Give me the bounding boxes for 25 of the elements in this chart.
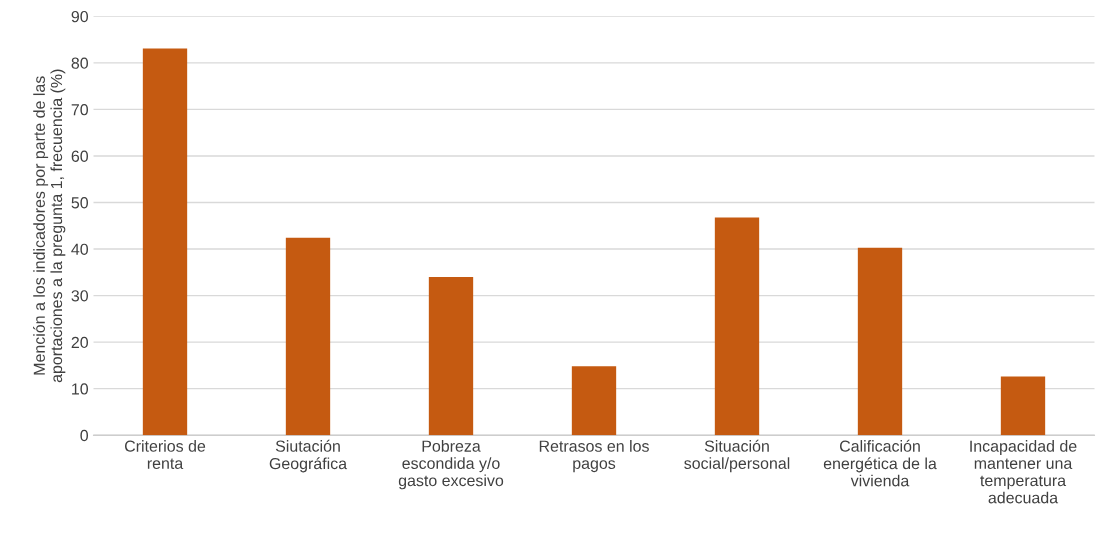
y-tick-label: 20: [71, 336, 89, 349]
x-tick-label: Calificación energética de la vivienda: [823, 439, 937, 487]
bar: [571, 366, 617, 436]
x-tick-label: Incapacidad de mantener una temperatura adecuada: [970, 440, 1077, 504]
x-tick-label: Pobreza escondida y/o gasto excesivo: [398, 440, 504, 490]
y-tick-label: 0: [80, 429, 89, 442]
y-axis-title: Mención a los indicadores por parte de las aportaciones a la pregunta 1, frecuencia (%): [33, 69, 66, 383]
x-tick-label: Criterios de renta: [124, 440, 206, 469]
y-tick-label: 90: [71, 10, 89, 23]
x-tick-label: Situación social/personal: [684, 439, 790, 473]
bar: [857, 247, 903, 436]
y-tick-label: 60: [71, 150, 89, 162]
bar: [714, 217, 760, 436]
bar: [285, 237, 331, 436]
y-tick-label: 40: [71, 243, 89, 255]
bar: [142, 48, 188, 436]
y-tick-label: 70: [71, 104, 89, 116]
y-tick-label: 50: [71, 197, 89, 209]
x-tick-label: Retrasos en los pagos: [539, 440, 649, 473]
bar: [428, 276, 474, 436]
y-tick-label: 30: [71, 290, 89, 302]
bar: [1000, 376, 1046, 436]
y-tick-label: 80: [71, 57, 89, 69]
x-tick-label: Siutación Geográfica: [269, 439, 348, 473]
y-tick-label: 10: [72, 383, 89, 395]
